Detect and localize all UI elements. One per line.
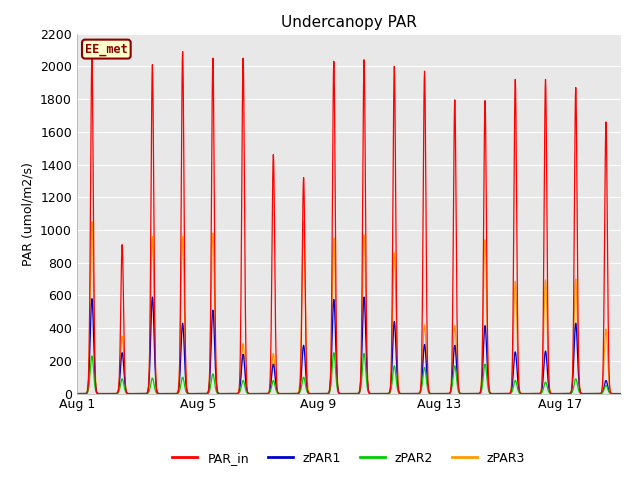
- zPAR3: [363, 354, 371, 360]
- PAR_in: [179, 48, 186, 54]
- zPAR2: [587, 391, 595, 396]
- PAR_in: [423, 304, 431, 310]
- Title: Undercanopy PAR: Undercanopy PAR: [281, 15, 417, 30]
- Text: EE_met: EE_met: [85, 43, 128, 56]
- zPAR2: [542, 380, 550, 386]
- zPAR3: [617, 391, 625, 396]
- zPAR3: [307, 391, 315, 396]
- Legend: PAR_in, zPAR1, zPAR2, zPAR3: PAR_in, zPAR1, zPAR2, zPAR3: [167, 447, 531, 469]
- zPAR1: [617, 391, 625, 396]
- Line: zPAR2: zPAR2: [77, 353, 621, 394]
- zPAR3: [423, 369, 431, 375]
- PAR_in: [617, 391, 625, 396]
- PAR_in: [316, 391, 323, 396]
- zPAR1: [543, 355, 550, 360]
- zPAR2: [315, 391, 323, 396]
- zPAR1: [73, 391, 81, 396]
- zPAR3: [316, 391, 323, 396]
- zPAR2: [105, 391, 113, 396]
- zPAR1: [423, 375, 431, 381]
- zPAR1: [105, 391, 113, 396]
- PAR_in: [73, 391, 81, 396]
- zPAR2: [363, 378, 371, 384]
- zPAR1: [307, 391, 315, 396]
- PAR_in: [363, 331, 371, 336]
- Line: zPAR1: zPAR1: [77, 297, 621, 394]
- zPAR3: [105, 391, 113, 396]
- zPAR2: [423, 380, 431, 385]
- zPAR3: [300, 218, 307, 224]
- PAR_in: [105, 391, 113, 396]
- zPAR1: [316, 391, 323, 396]
- zPAR3: [254, 391, 262, 396]
- zPAR2: [73, 391, 81, 396]
- PAR_in: [542, 108, 550, 114]
- Line: PAR_in: PAR_in: [77, 51, 621, 394]
- zPAR3: [543, 294, 550, 300]
- zPAR1: [254, 391, 262, 396]
- zPAR2: [330, 350, 338, 356]
- PAR_in: [307, 391, 314, 396]
- zPAR2: [307, 391, 314, 396]
- zPAR1: [363, 368, 371, 374]
- zPAR3: [73, 391, 81, 396]
- Line: zPAR3: zPAR3: [77, 221, 621, 394]
- Y-axis label: PAR (umol/m2/s): PAR (umol/m2/s): [22, 162, 35, 265]
- zPAR1: [148, 294, 156, 300]
- zPAR2: [617, 391, 625, 396]
